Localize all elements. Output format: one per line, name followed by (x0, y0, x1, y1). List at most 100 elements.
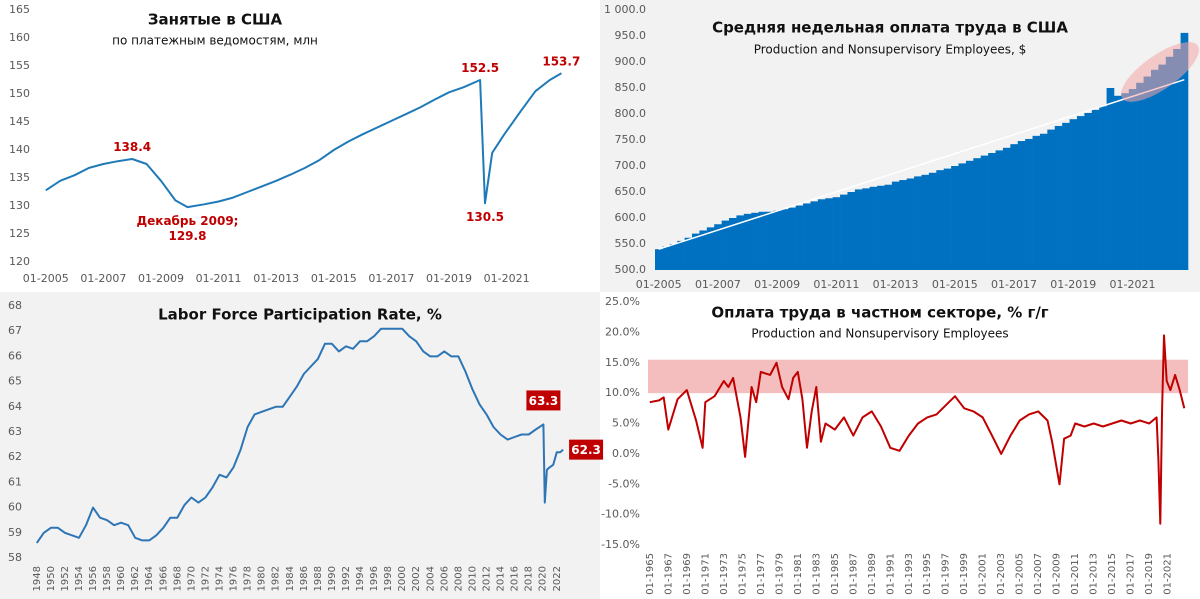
x-tick-label: 01-1991 (885, 553, 896, 595)
bar (862, 188, 870, 270)
y-tick-label: 5.0% (612, 417, 640, 430)
bar (832, 197, 841, 270)
bar (1084, 112, 1093, 271)
bar (899, 180, 907, 270)
line (35, 327, 564, 544)
bar (677, 240, 685, 270)
bar (1032, 135, 1041, 270)
x-tick-label: 1994 (355, 566, 366, 591)
panel-background (0, 292, 600, 599)
y-tick-label: 650.0 (615, 185, 647, 198)
x-tick-label: 01-2017 (368, 272, 414, 285)
x-tick-label: 01-1979 (774, 553, 785, 595)
bar (758, 211, 767, 270)
bar (965, 160, 974, 270)
x-tick-label: 01-1989 (867, 553, 878, 595)
bar (692, 233, 700, 270)
x-tick-label: 1950 (46, 566, 57, 591)
x-tick-label: 01-2015 (311, 272, 357, 285)
bar (825, 198, 833, 270)
x-tick-label: 2000 (397, 566, 408, 591)
x-tick-label: 01-2011 (1070, 553, 1081, 595)
bar (1136, 82, 1144, 270)
x-tick-label: 2006 (439, 566, 450, 591)
x-tick-label: 01-2009 (138, 272, 184, 285)
x-tick-label: 1958 (102, 566, 113, 591)
bar (906, 178, 915, 270)
x-tick-label: 01-1987 (848, 553, 859, 595)
x-tick-label: 01-2021 (1163, 553, 1174, 595)
x-tick-label: 01-1981 (793, 553, 804, 595)
y-tick-label: 155 (9, 59, 30, 72)
x-tick-label: 01-2009 (754, 278, 800, 291)
y-tick-label: 145 (9, 115, 30, 128)
x-tick-label: 1976 (229, 566, 240, 591)
x-tick-label: 1986 (299, 566, 310, 591)
x-tick-label: 1954 (74, 566, 85, 591)
bar (891, 181, 900, 270)
bar (936, 170, 945, 270)
value-label: 138.4 (113, 139, 151, 153)
x-tick-label: 01-1975 (737, 553, 748, 595)
bar (1054, 125, 1063, 271)
y-tick-label: 61 (8, 475, 22, 488)
value-label: 130.5 (466, 210, 504, 224)
x-tick-label: 01-2005 (23, 272, 69, 285)
trend-line (658, 78, 1185, 250)
bar (1069, 119, 1078, 270)
y-tick-label: 59 (8, 526, 22, 539)
y-tick-label: 550.0 (615, 237, 647, 250)
chart-subtitle: Production and Nonsupervisory Employees,… (754, 43, 1027, 57)
x-tick-label: 1982 (271, 566, 282, 591)
bar (1158, 64, 1167, 270)
value-label-box (569, 439, 604, 460)
bar (1180, 32, 1189, 270)
bar (780, 209, 789, 270)
x-tick-label: 1956 (88, 566, 99, 591)
x-tick-label: 1948 (32, 566, 43, 591)
y-tick-label: 150 (9, 87, 30, 100)
x-tick-label: 1960 (116, 566, 127, 591)
bar (869, 186, 878, 270)
x-tick-label: 01-1985 (830, 553, 841, 595)
x-tick-label: 2002 (411, 566, 422, 591)
y-tick-label: 10.0% (605, 386, 640, 399)
bar (914, 176, 922, 270)
bar (980, 155, 989, 270)
x-tick-label: 01-2013 (873, 278, 919, 291)
x-tick-label: 2012 (481, 566, 492, 591)
x-tick-label: 1974 (214, 566, 225, 591)
y-tick-label: 800.0 (615, 107, 647, 120)
y-tick-label: 700.0 (615, 159, 647, 172)
x-tick-label: 01-2019 (1050, 278, 1096, 291)
y-tick-label: -10.0% (601, 508, 640, 521)
bar (669, 244, 678, 270)
highlight-band (648, 359, 1188, 394)
x-tick-label: 01-1999 (959, 553, 970, 595)
panel-background (0, 0, 600, 292)
bar (714, 224, 722, 270)
chart-title: Labor Force Participation Rate, % (158, 306, 442, 324)
y-tick-label: 67 (8, 324, 22, 337)
x-tick-label: 2008 (453, 566, 464, 591)
bar (1039, 133, 1048, 270)
chart-title: Занятые в США (148, 11, 283, 29)
bar (1121, 93, 1130, 270)
bar (751, 212, 759, 270)
line (45, 72, 562, 209)
x-tick-label: 1970 (186, 566, 197, 591)
bar (684, 237, 693, 270)
x-tick-label: 1988 (313, 566, 324, 591)
panel-background (600, 292, 1200, 599)
bar (1062, 122, 1070, 270)
x-tick-label: 2018 (524, 566, 535, 591)
y-tick-label: 65 (8, 375, 22, 388)
bar (1002, 147, 1011, 270)
x-tick-label: 01-2007 (80, 272, 126, 285)
x-tick-label: 01-2017 (991, 278, 1037, 291)
value-label: 63.3 (529, 394, 559, 408)
highlight-ellipse (1121, 42, 1199, 102)
y-tick-label: 950.0 (615, 29, 647, 42)
bar (1091, 109, 1100, 270)
